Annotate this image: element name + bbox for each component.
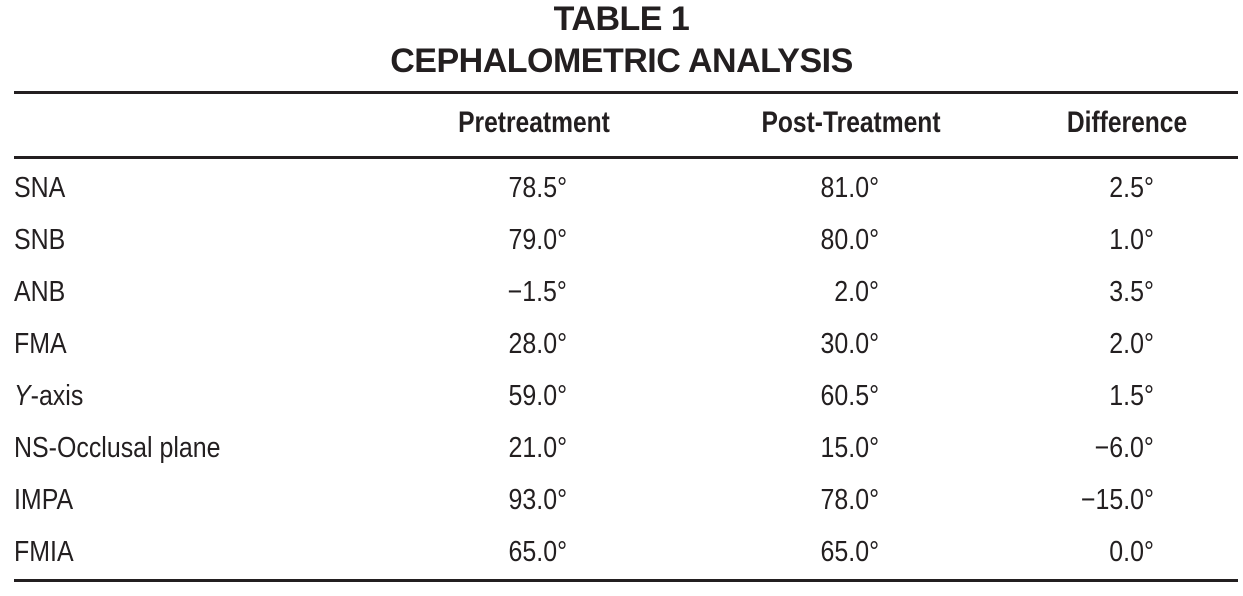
pretreatment-value: −1.5° <box>507 276 567 308</box>
difference-value: −6.0° <box>1094 432 1154 464</box>
table-row: NS-Occlusal plane 21.0° 15.0° −6.0° <box>0 430 1243 482</box>
difference-value: 2.0° <box>1109 328 1154 360</box>
column-header-pretreatment: Pretreatment <box>458 106 610 139</box>
post-treatment-value: 15.0° <box>820 432 879 464</box>
bottom-rule <box>14 579 1238 582</box>
row-label: NS-Occlusal plane <box>14 432 221 464</box>
table-row: FMA 28.0° 30.0° 2.0° <box>0 326 1243 378</box>
column-header-post-treatment: Post-Treatment <box>761 106 941 139</box>
difference-value: 2.5° <box>1109 172 1154 204</box>
difference-value: 1.0° <box>1109 224 1154 256</box>
difference-value: 3.5° <box>1109 276 1154 308</box>
top-rule <box>14 91 1238 94</box>
row-label: FMA <box>14 328 67 360</box>
post-treatment-value: 60.5° <box>820 380 879 412</box>
difference-value: 0.0° <box>1109 536 1154 568</box>
pretreatment-value: 79.0° <box>508 224 567 256</box>
post-treatment-value: 81.0° <box>820 172 879 204</box>
row-label: IMPA <box>14 484 74 516</box>
post-treatment-value: 65.0° <box>820 536 879 568</box>
table-row: Y-axis 59.0° 60.5° 1.5° <box>0 378 1243 430</box>
table-row: FMIA 65.0° 65.0° 0.0° <box>0 534 1243 586</box>
table-row: SNA 78.5° 81.0° 2.5° <box>0 170 1243 222</box>
column-header-difference: Difference <box>1066 106 1188 139</box>
post-treatment-value: 80.0° <box>820 224 879 256</box>
pretreatment-value: 59.0° <box>508 380 567 412</box>
row-label: Y-axis <box>14 378 83 414</box>
row-label-italic: Y <box>14 380 31 412</box>
difference-value: 1.5° <box>1109 380 1154 412</box>
pretreatment-value: 78.5° <box>508 172 567 204</box>
table-row: SNB 79.0° 80.0° 1.0° <box>0 222 1243 274</box>
post-treatment-value: 78.0° <box>820 484 879 516</box>
row-label: ANB <box>14 276 66 308</box>
difference-value: −15.0° <box>1080 484 1154 516</box>
header-rule <box>14 156 1238 159</box>
row-label: SNB <box>14 224 66 256</box>
pretreatment-value: 93.0° <box>508 484 567 516</box>
table-title: TABLE 1 <box>553 0 690 38</box>
row-label: FMIA <box>14 536 74 568</box>
table-row: IMPA 93.0° 78.0° −15.0° <box>0 482 1243 534</box>
pretreatment-value: 65.0° <box>508 536 567 568</box>
post-treatment-value: 30.0° <box>820 328 879 360</box>
row-label-rest: -axis <box>30 380 84 412</box>
table-row: ANB −1.5° 2.0° 3.5° <box>0 274 1243 326</box>
pretreatment-value: 28.0° <box>508 328 567 360</box>
post-treatment-value: 2.0° <box>834 276 879 308</box>
pretreatment-value: 21.0° <box>508 432 567 464</box>
row-label: SNA <box>14 172 66 204</box>
table-subtitle: CEPHALOMETRIC ANALYSIS <box>390 42 853 80</box>
